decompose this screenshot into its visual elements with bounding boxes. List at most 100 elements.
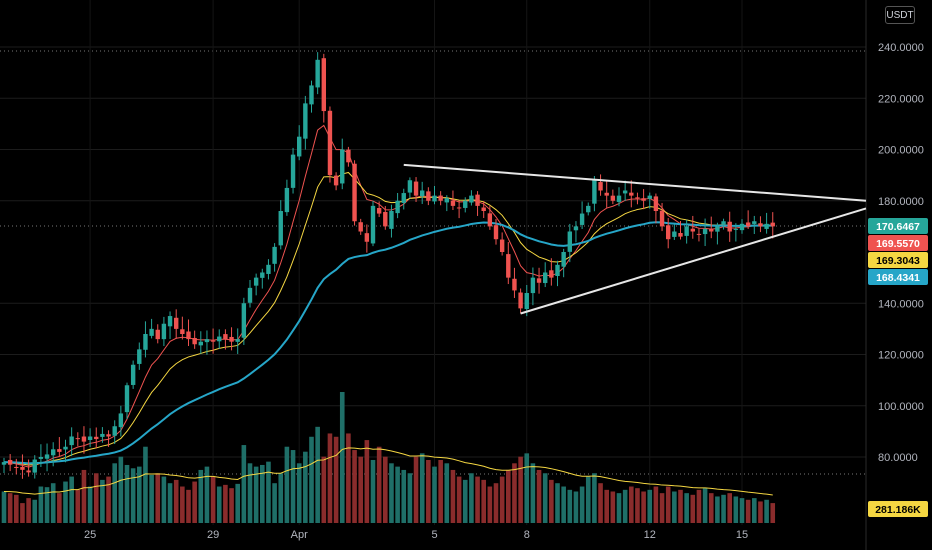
- volume-bar: [303, 451, 308, 523]
- candle-body: [87, 436, 93, 441]
- candle-body: [481, 207, 486, 211]
- volume-bar: [542, 473, 548, 523]
- candle-body: [684, 226, 689, 236]
- candle-body: [506, 254, 511, 278]
- volume-bar: [38, 486, 44, 523]
- candle-body: [7, 459, 13, 465]
- candle-body: [413, 181, 419, 196]
- candle-body: [616, 195, 622, 202]
- x-tick-label: Apr: [291, 529, 308, 541]
- volume-bar: [678, 489, 683, 523]
- candle-body: [512, 278, 517, 291]
- candle-body: [174, 317, 179, 329]
- volume-bar: [444, 463, 450, 523]
- candle-body: [690, 228, 695, 232]
- y-tick-label: 200.0000: [878, 145, 924, 157]
- candle-body: [266, 264, 271, 274]
- x-tick-label: 8: [524, 529, 530, 541]
- volume-bar: [493, 483, 499, 523]
- candle-body: [303, 103, 308, 139]
- candle-body: [198, 341, 203, 346]
- y-tick-label: 100.0000: [878, 401, 924, 413]
- price-badge-text: 168.4341: [876, 272, 920, 284]
- volume-bar: [173, 479, 179, 523]
- candle-body: [610, 195, 616, 201]
- volume-bar: [592, 473, 597, 523]
- candle-body: [401, 193, 406, 203]
- volume-bar: [339, 392, 345, 523]
- candle-body: [352, 163, 357, 222]
- x-tick-label: 5: [431, 529, 437, 541]
- candle-body: [14, 466, 19, 468]
- candle-body: [358, 222, 363, 232]
- volume-bar: [124, 464, 130, 523]
- volume-bar: [579, 486, 585, 523]
- candle-body: [666, 225, 671, 240]
- volume-bar: [438, 459, 443, 523]
- candle-body: [456, 207, 462, 209]
- candle-body: [63, 446, 68, 450]
- volume-bar: [358, 456, 363, 523]
- price-badge-text: 169.3043: [876, 255, 920, 267]
- currency-button[interactable]: USDT: [885, 6, 915, 24]
- volume-bar: [604, 489, 609, 523]
- volume-bar: [130, 468, 136, 523]
- candle-body: [752, 221, 757, 224]
- price-badge-text: 170.6467: [876, 221, 920, 233]
- candle-body: [536, 278, 542, 283]
- candle-body: [407, 180, 413, 193]
- candle-body: [247, 287, 253, 303]
- candle-body: [604, 192, 609, 196]
- volume-bar: [727, 493, 732, 523]
- candle-body: [94, 436, 99, 440]
- volume-bar: [395, 466, 400, 523]
- candle-body: [549, 270, 554, 278]
- volume-bar: [327, 433, 333, 523]
- volume-bar: [204, 466, 210, 523]
- volume-bar: [290, 450, 296, 523]
- volume-bar: [186, 489, 191, 523]
- candle-body: [278, 211, 283, 246]
- triangle-trendlines[interactable]: [403, 163, 867, 315]
- volume-bar: [475, 476, 480, 523]
- candle-body: [702, 228, 708, 235]
- volume-bar: [278, 473, 284, 523]
- volume-ma-line: [3, 447, 773, 496]
- volume-bar: [456, 476, 462, 523]
- candle-body: [524, 293, 529, 310]
- volume-bar: [383, 456, 388, 523]
- candlesticks: [1, 52, 775, 479]
- volume-bar: [260, 464, 265, 523]
- time-axis[interactable]: 25 29 Apr 5 8 12 15: [84, 529, 748, 541]
- volume-bar: [665, 486, 671, 523]
- volume-bar: [376, 446, 382, 523]
- y-tick-label: 120.0000: [878, 350, 924, 362]
- candle-body: [1, 462, 7, 465]
- candle-body: [739, 223, 745, 231]
- volume-bar: [708, 493, 714, 523]
- price-badge: [868, 218, 928, 234]
- volume-bar: [450, 469, 456, 523]
- candle-body: [81, 436, 87, 442]
- price-axis[interactable]: 240.0000 220.0000 200.0000 180.0000 140.0000…: [878, 42, 924, 464]
- candle-body: [315, 59, 320, 88]
- candle-body: [118, 413, 124, 428]
- candle-body: [635, 197, 640, 199]
- volume-bar: [32, 499, 38, 523]
- volume-bar: [739, 498, 745, 523]
- volume-bar: [629, 486, 634, 523]
- volume-bar: [63, 481, 68, 523]
- volume-bar: [241, 445, 247, 523]
- volume-bar: [75, 489, 81, 523]
- candle-body: [167, 316, 173, 327]
- volume-badge: [868, 501, 928, 517]
- candle-body: [622, 190, 628, 194]
- volume-bar: [561, 486, 566, 523]
- candle-body: [493, 225, 499, 240]
- candle-body: [327, 110, 333, 176]
- x-tick-label: 25: [84, 529, 96, 541]
- volume-bar: [364, 440, 370, 523]
- volume-bar: [524, 453, 530, 523]
- candle-body: [309, 85, 314, 105]
